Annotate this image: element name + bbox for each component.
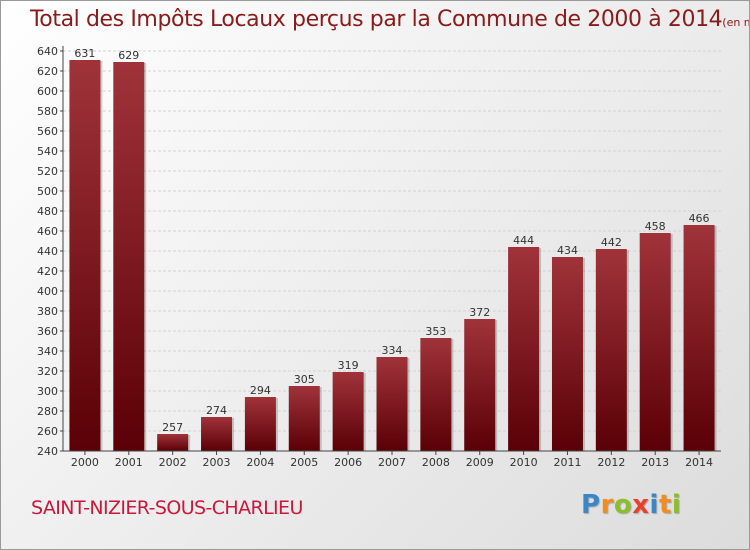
bar-2010 <box>508 247 540 451</box>
y-axis: 240 260 280 300 320 340 360 380 400 420 440 460 480 5… <box>37 45 64 458</box>
x-tick-label: 2003 <box>203 456 231 469</box>
logo-letter: r <box>600 490 614 520</box>
x-tick-label: 2006 <box>334 456 362 469</box>
y-tick-label: 560 <box>37 125 58 138</box>
x-tick-label: 2011 <box>553 456 581 469</box>
x-axis: 2000 2001 2002 2003 2004 2005 2006 2007 2008 2009… <box>63 450 721 469</box>
y-tick-label: 400 <box>37 285 58 298</box>
proxiti-logo[interactable]: Proxiti <box>581 490 681 520</box>
value-label: 466 <box>689 212 710 225</box>
value-label: 353 <box>425 325 446 338</box>
y-tick-label: 280 <box>37 405 58 418</box>
y-tick-label: 420 <box>37 265 58 278</box>
bar-2012 <box>595 249 627 451</box>
x-tick-label: 2000 <box>71 456 99 469</box>
y-tick-label: 300 <box>37 385 58 398</box>
logo-letter: i <box>649 490 659 520</box>
value-label: 372 <box>469 306 490 319</box>
y-tick-label: 320 <box>37 365 58 378</box>
logo-letter: P <box>581 490 601 520</box>
x-tick-label: 2005 <box>290 456 318 469</box>
bar-2009 <box>464 319 496 451</box>
bar-2000 <box>69 60 101 451</box>
y-tick-label: 480 <box>37 205 58 218</box>
value-label: 631 <box>74 47 95 60</box>
bar-2007 <box>376 357 408 451</box>
value-label: 444 <box>513 234 534 247</box>
value-label: 442 <box>601 236 622 249</box>
x-tick-label: 2007 <box>378 456 406 469</box>
value-label: 274 <box>206 404 227 417</box>
x-tick-label: 2001 <box>115 456 143 469</box>
x-tick-label: 2004 <box>246 456 274 469</box>
value-label: 334 <box>382 344 403 357</box>
y-tick-label: 380 <box>37 305 58 318</box>
logo-letter: i <box>671 490 682 520</box>
y-tick-label: 360 <box>37 325 58 338</box>
value-label: 629 <box>118 49 139 62</box>
logo-letter: x <box>632 490 650 520</box>
x-tick-label: 2013 <box>641 456 669 469</box>
y-tick-label: 520 <box>37 165 58 178</box>
chart-title-text: Total des Impôts Locaux perçus par la Co… <box>30 7 723 32</box>
bar-2002 <box>157 434 189 451</box>
bar-2008 <box>420 338 452 451</box>
bar-2013 <box>639 233 671 451</box>
y-tick-label: 500 <box>37 185 58 198</box>
y-tick-label: 240 <box>37 445 58 458</box>
value-label: 294 <box>250 384 271 397</box>
bar-2001 <box>113 62 145 451</box>
bar-2004 <box>244 397 276 451</box>
commune-name: SAINT-NIZIER-SOUS-CHARLIEU <box>31 497 303 519</box>
y-tick-label: 460 <box>37 225 58 238</box>
x-tick-label: 2012 <box>597 456 625 469</box>
value-label: 458 <box>645 220 666 233</box>
x-tick-label: 2010 <box>510 456 538 469</box>
value-label: 257 <box>162 421 183 434</box>
value-label: 305 <box>294 373 315 386</box>
logo-letter: o <box>613 490 633 520</box>
bar-2003 <box>201 417 233 451</box>
y-tick-label: 600 <box>37 85 58 98</box>
y-tick-label: 440 <box>37 245 58 258</box>
bars: 631 629 257 274 294 305 319 334 353 372 444 434 442 4… <box>69 47 717 451</box>
bar-2014 <box>683 225 715 451</box>
x-tick-label: 2014 <box>685 456 713 469</box>
chart-title: Total des Impôts Locaux perçus par la Co… <box>30 7 749 32</box>
y-tick-label: 260 <box>37 425 58 438</box>
y-tick-label: 540 <box>37 145 58 158</box>
unit-label: (en milliers d'€) <box>722 16 749 29</box>
y-tick-label: 640 <box>37 45 58 58</box>
y-tick-label: 620 <box>37 65 58 78</box>
x-tick-label: 2009 <box>466 456 494 469</box>
bar-2011 <box>551 257 583 451</box>
value-label: 434 <box>557 244 578 257</box>
value-label: 319 <box>338 359 359 372</box>
bar-2006 <box>332 372 364 451</box>
bar-2005 <box>288 386 320 451</box>
x-tick-label: 2008 <box>422 456 450 469</box>
y-tick-label: 580 <box>37 105 58 118</box>
logo-letter: t <box>658 490 672 520</box>
y-tick-label: 340 <box>37 345 58 358</box>
x-tick-label: 2002 <box>159 456 187 469</box>
